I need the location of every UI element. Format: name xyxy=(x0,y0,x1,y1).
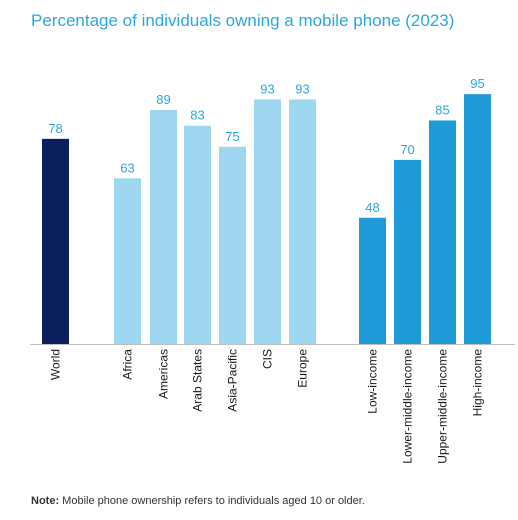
category-label: Arab States xyxy=(191,349,205,412)
data-label: 93 xyxy=(260,81,274,96)
bar-africa xyxy=(114,178,141,344)
category-label: Low-income xyxy=(366,349,380,414)
data-label: 95 xyxy=(470,76,484,91)
bar-arab-states xyxy=(184,125,211,345)
chart-title: Percentage of individuals owning a mobil… xyxy=(31,11,455,30)
bar-asia-pacific xyxy=(219,146,246,344)
category-label: Asia-Pacific xyxy=(226,349,240,412)
bar-upper-middle-income xyxy=(429,120,456,344)
bar-europe xyxy=(289,99,316,344)
data-label: 48 xyxy=(365,200,379,215)
data-label: 70 xyxy=(400,142,414,157)
bar-americas xyxy=(150,109,177,345)
bar-chart: 78 World 63 Africa 89 Americas 83 Arab States 75… xyxy=(30,76,515,464)
category-label: Lower-middle-income xyxy=(401,349,415,464)
data-label: 83 xyxy=(190,108,204,123)
data-label: 89 xyxy=(156,92,170,107)
category-label: CIS xyxy=(261,349,275,369)
category-label: High-income xyxy=(471,349,485,417)
data-label: 78 xyxy=(48,121,62,136)
data-label: 93 xyxy=(295,81,309,96)
chart-note: Note: Mobile phone ownership refers to i… xyxy=(31,495,365,507)
category-label: Americas xyxy=(157,349,171,399)
data-label: 63 xyxy=(120,160,134,175)
category-label: Africa xyxy=(121,349,135,380)
bar-lower-middle-income xyxy=(394,159,421,344)
bar-cis xyxy=(254,99,281,344)
note-label: Note: xyxy=(31,495,60,507)
data-label: 85 xyxy=(435,102,449,117)
data-label: 75 xyxy=(225,129,239,144)
note-text: Mobile phone ownership refers to individ… xyxy=(59,495,365,507)
category-label: Europe xyxy=(296,349,310,388)
bar-high-income xyxy=(464,94,491,345)
bar-world xyxy=(42,138,69,344)
category-label: World xyxy=(49,349,63,380)
bar-low-income xyxy=(359,217,386,344)
category-label: Upper-middle-income xyxy=(436,349,450,464)
